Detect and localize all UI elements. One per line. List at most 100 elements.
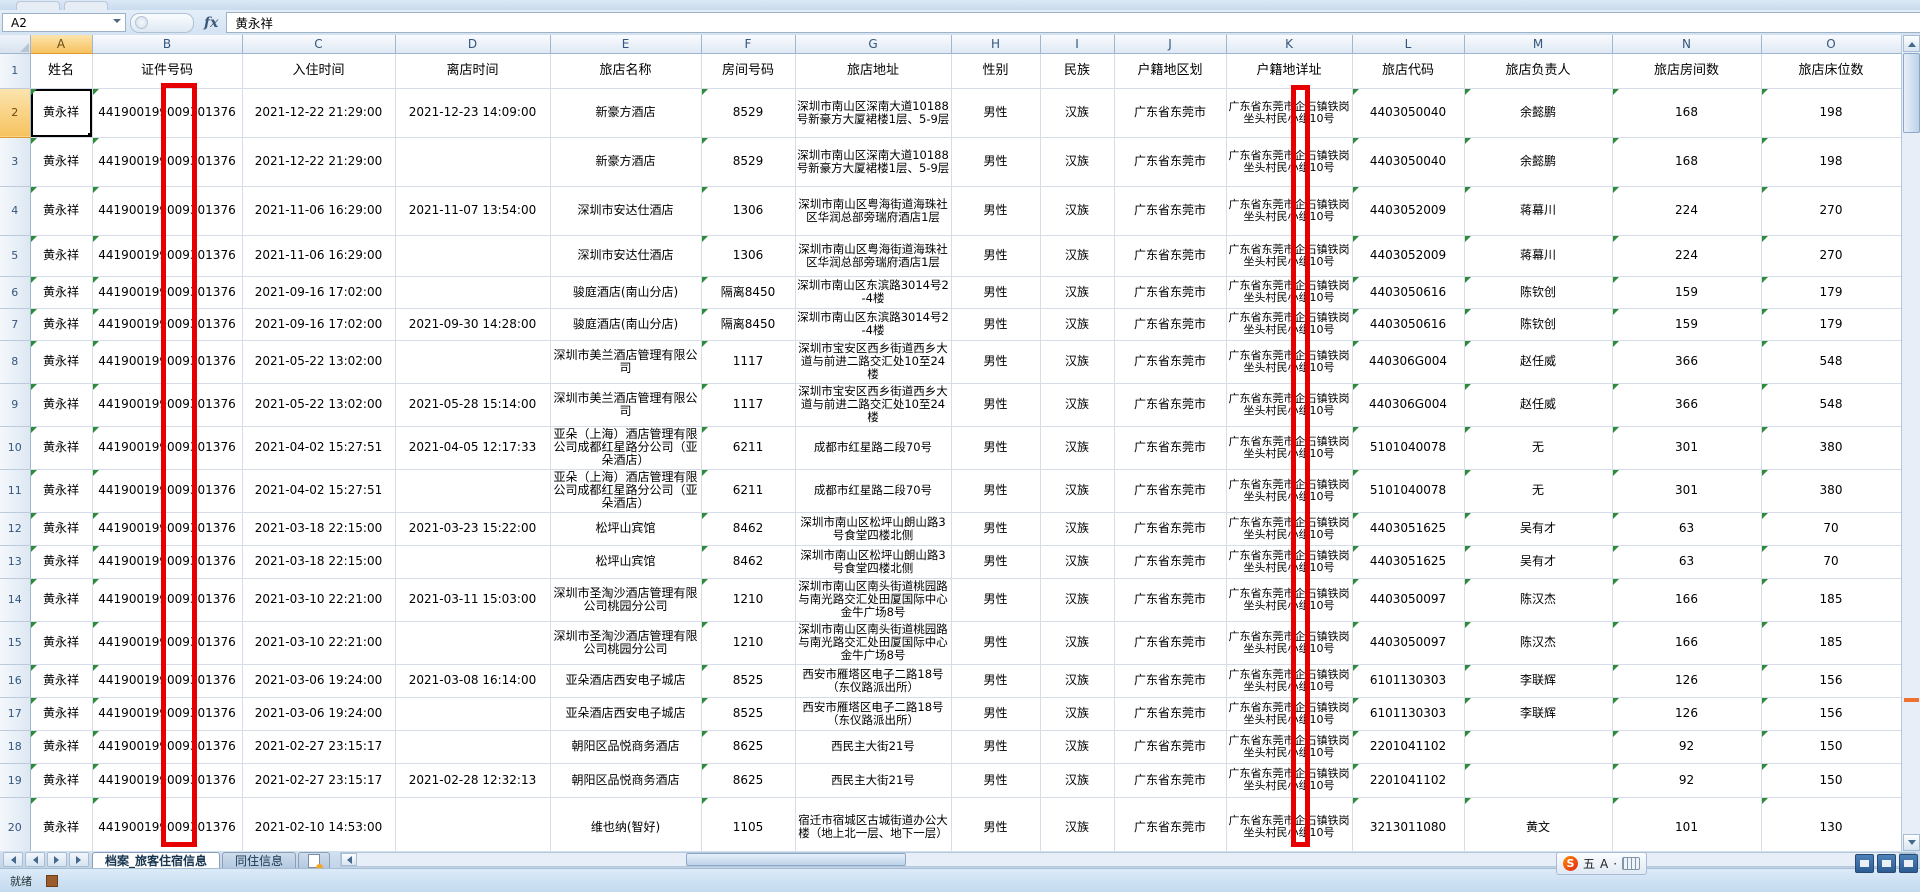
cell-B12[interactable]: 441900199009301376 — [92, 512, 243, 546]
cell-N12[interactable]: 63 — [1612, 512, 1762, 546]
cell-L4[interactable]: 4403052009 — [1352, 186, 1465, 236]
cell-D11[interactable] — [395, 469, 551, 513]
cell-F8[interactable]: 1117 — [701, 340, 796, 384]
cell-D15[interactable] — [395, 621, 551, 665]
cell-L10[interactable]: 5101040078 — [1352, 426, 1465, 470]
cell-O6[interactable]: 179 — [1761, 276, 1901, 309]
cell-I10[interactable]: 汉族 — [1040, 426, 1115, 470]
horizontal-scrollbar[interactable] — [340, 852, 1916, 867]
cell-L14[interactable]: 4403050097 — [1352, 578, 1465, 622]
cell-M7[interactable]: 陈钦创 — [1464, 308, 1613, 341]
cell-E14[interactable]: 深圳市圣淘沙酒店管理有限公司桃园分公司 — [550, 578, 702, 622]
cell-D8[interactable] — [395, 340, 551, 384]
cell-F5[interactable]: 1306 — [701, 235, 796, 277]
cell-K11[interactable]: 广东省东莞市企石镇铁岗坐头村民小组10号 — [1226, 469, 1353, 513]
cell-K12[interactable]: 广东省东莞市企石镇铁岗坐头村民小组10号 — [1226, 512, 1353, 546]
cell-A2[interactable]: 黄永祥 — [30, 88, 93, 138]
cell-D7[interactable]: 2021-09-30 14:28:00 — [395, 308, 551, 341]
cell-K1[interactable]: 户籍地详址 — [1226, 53, 1353, 89]
column-header-D[interactable]: D — [395, 35, 551, 54]
cell-E6[interactable]: 骏庭酒店(南山分店) — [550, 276, 702, 309]
cell-C9[interactable]: 2021-05-22 13:02:00 — [242, 383, 396, 427]
cell-M3[interactable]: 余懿鹏 — [1464, 137, 1613, 187]
cell-A6[interactable]: 黄永祥 — [30, 276, 93, 309]
cell-C8[interactable]: 2021-05-22 13:02:00 — [242, 340, 396, 384]
cell-A5[interactable]: 黄永祥 — [30, 235, 93, 277]
column-header-O[interactable]: O — [1761, 35, 1901, 54]
cell-G16[interactable]: 西安市雁塔区电子二路18号（东仪路派出所） — [795, 664, 952, 698]
cell-C1[interactable]: 入住时间 — [242, 53, 396, 89]
ime-case-toggle[interactable]: A — [1600, 856, 1609, 871]
cell-G8[interactable]: 深圳市宝安区西乡街道西乡大道与前进二路交汇处10至24楼 — [795, 340, 952, 384]
cell-N5[interactable]: 224 — [1612, 235, 1762, 277]
cell-M13[interactable]: 吴有才 — [1464, 545, 1613, 579]
row-header-4[interactable]: 4 — [0, 186, 31, 236]
cell-G3[interactable]: 深圳市南山区深南大道10188号新豪方大厦裙楼1层、5-9层 — [795, 137, 952, 187]
cell-B14[interactable]: 441900199009301376 — [92, 578, 243, 622]
cell-I19[interactable]: 汉族 — [1040, 763, 1115, 798]
cell-D13[interactable] — [395, 545, 551, 579]
cell-L7[interactable]: 4403050616 — [1352, 308, 1465, 341]
cell-G18[interactable]: 西民主大街21号 — [795, 730, 952, 764]
cell-M10[interactable]: 无 — [1464, 426, 1613, 470]
cell-I1[interactable]: 民族 — [1040, 53, 1115, 89]
cell-M15[interactable]: 陈汉杰 — [1464, 621, 1613, 665]
cell-H19[interactable]: 男性 — [951, 763, 1041, 798]
row-header-16[interactable]: 16 — [0, 664, 31, 698]
cell-J15[interactable]: 广东省东莞市 — [1114, 621, 1227, 665]
cell-M18[interactable] — [1464, 730, 1613, 764]
cell-G17[interactable]: 西安市雁塔区电子二路18号（东仪路派出所） — [795, 697, 952, 731]
cell-E16[interactable]: 亚朵酒店西安电子城店 — [550, 664, 702, 698]
cell-J11[interactable]: 广东省东莞市 — [1114, 469, 1227, 513]
cell-D4[interactable]: 2021-11-07 13:54:00 — [395, 186, 551, 236]
cell-N8[interactable]: 366 — [1612, 340, 1762, 384]
cell-F12[interactable]: 8462 — [701, 512, 796, 546]
cell-O12[interactable]: 70 — [1761, 512, 1901, 546]
cell-D6[interactable] — [395, 276, 551, 309]
cell-F19[interactable]: 8625 — [701, 763, 796, 798]
cell-I6[interactable]: 汉族 — [1040, 276, 1115, 309]
cell-C17[interactable]: 2021-03-06 19:24:00 — [242, 697, 396, 731]
cell-N6[interactable]: 159 — [1612, 276, 1762, 309]
cell-B17[interactable]: 441900199009301376 — [92, 697, 243, 731]
cell-L1[interactable]: 旅店代码 — [1352, 53, 1465, 89]
cell-G2[interactable]: 深圳市南山区深南大道10188号新豪方大厦裙楼1层、5-9层 — [795, 88, 952, 138]
cell-M8[interactable]: 赵任威 — [1464, 340, 1613, 384]
cell-L20[interactable]: 3213011080 — [1352, 797, 1465, 851]
cell-C4[interactable]: 2021-11-06 16:29:00 — [242, 186, 396, 236]
column-header-M[interactable]: M — [1464, 35, 1613, 54]
cell-K20[interactable]: 广东省东莞市企石镇铁岗坐头村民小组10号 — [1226, 797, 1353, 851]
cell-L11[interactable]: 5101040078 — [1352, 469, 1465, 513]
cell-K9[interactable]: 广东省东莞市企石镇铁岗坐头村民小组10号 — [1226, 383, 1353, 427]
row-header-19[interactable]: 19 — [0, 763, 31, 798]
cell-I3[interactable]: 汉族 — [1040, 137, 1115, 187]
column-header-N[interactable]: N — [1612, 35, 1762, 54]
cell-C7[interactable]: 2021-09-16 17:02:00 — [242, 308, 396, 341]
cell-L18[interactable]: 2201041102 — [1352, 730, 1465, 764]
cell-H10[interactable]: 男性 — [951, 426, 1041, 470]
cell-A12[interactable]: 黄永祥 — [30, 512, 93, 546]
cell-A16[interactable]: 黄永祥 — [30, 664, 93, 698]
cell-O13[interactable]: 70 — [1761, 545, 1901, 579]
column-header-L[interactable]: L — [1352, 35, 1465, 54]
cell-G14[interactable]: 深圳市南山区南头街道桃园路与南光路交汇处田厦国际中心金牛广场8号 — [795, 578, 952, 622]
cell-O2[interactable]: 198 — [1761, 88, 1901, 138]
cell-M9[interactable]: 赵任威 — [1464, 383, 1613, 427]
cell-I13[interactable]: 汉族 — [1040, 545, 1115, 579]
row-header-5[interactable]: 5 — [0, 235, 31, 277]
cell-C16[interactable]: 2021-03-06 19:24:00 — [242, 664, 396, 698]
row-header-3[interactable]: 3 — [0, 137, 31, 187]
cell-K6[interactable]: 广东省东莞市企石镇铁岗坐头村民小组10号 — [1226, 276, 1353, 309]
cell-C13[interactable]: 2021-03-18 22:15:00 — [242, 545, 396, 579]
insert-worksheet-button[interactable] — [298, 852, 331, 871]
cell-A8[interactable]: 黄永祥 — [30, 340, 93, 384]
cell-B2[interactable]: 441900199009301376 — [92, 88, 243, 138]
cell-J10[interactable]: 广东省东莞市 — [1114, 426, 1227, 470]
cell-C5[interactable]: 2021-11-06 16:29:00 — [242, 235, 396, 277]
cell-E18[interactable]: 朝阳区品悦商务酒店 — [550, 730, 702, 764]
row-header-9[interactable]: 9 — [0, 383, 31, 427]
cell-M14[interactable]: 陈汉杰 — [1464, 578, 1613, 622]
cell-M16[interactable]: 李联辉 — [1464, 664, 1613, 698]
cell-M1[interactable]: 旅店负责人 — [1464, 53, 1613, 89]
cell-G15[interactable]: 深圳市南山区南头街道桃园路与南光路交汇处田厦国际中心金牛广场8号 — [795, 621, 952, 665]
